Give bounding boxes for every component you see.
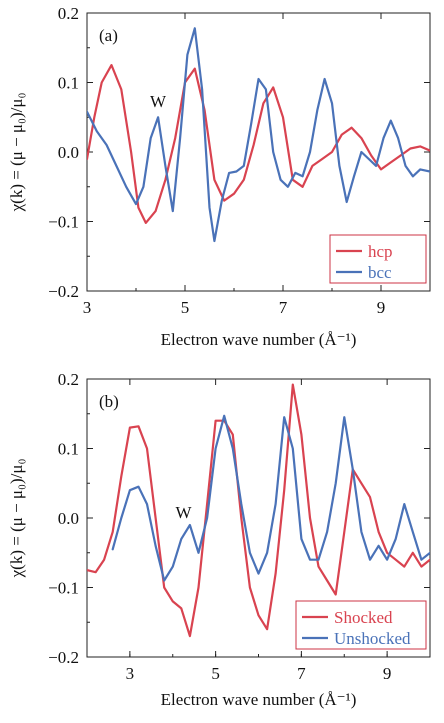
y-tick-label: 0.0 xyxy=(58,143,79,162)
legend-label: Shocked xyxy=(334,608,393,627)
y-tick-label: −0.2 xyxy=(48,282,79,301)
y-axis-label: χ(k) = (μ − μ₀)/μ₀ xyxy=(7,459,26,579)
annotation-w: W xyxy=(150,92,167,111)
x-tick-label: 5 xyxy=(211,664,220,683)
x-tick-label: 9 xyxy=(377,298,386,317)
panel-label: (b) xyxy=(99,392,119,411)
x-tick-label: 9 xyxy=(383,664,392,683)
chart-panel-b: −0.2 −0.1 0.0 0.1 0.2 3 5 7 9 Electron wave numbe… xyxy=(7,370,431,709)
x-tick-label: 3 xyxy=(83,298,92,317)
y-tick-label: 0.1 xyxy=(58,440,79,459)
y-tick-label: 0.0 xyxy=(58,509,79,528)
legend: hcp bcc xyxy=(329,234,427,284)
annotation-w: W xyxy=(175,503,192,522)
y-tick-label: −0.1 xyxy=(48,579,79,598)
y-tick-label: −0.2 xyxy=(48,648,79,667)
x-tick-label: 7 xyxy=(297,664,306,683)
legend: Shocked Unshocked xyxy=(295,600,427,650)
y-tick-label: 0.2 xyxy=(58,4,79,23)
x-tick-label: 5 xyxy=(181,298,190,317)
chart-panel-a: −0.2 −0.1 0.0 0.1 0.2 3 5 7 9 Electron wave numbe… xyxy=(7,4,431,349)
x-tick-label: 3 xyxy=(126,664,135,683)
series-line-bcc xyxy=(87,27,430,243)
series-group xyxy=(87,383,430,638)
x-axis-label: Electron wave number (Å⁻¹) xyxy=(161,330,357,349)
series-line-unshocked xyxy=(111,414,430,582)
x-axis-label: Electron wave number (Å⁻¹) xyxy=(161,690,357,709)
panel-label: (a) xyxy=(99,26,118,45)
series-group xyxy=(87,27,430,243)
series-line-shocked xyxy=(87,383,430,638)
y-tick-label: 0.2 xyxy=(58,370,79,389)
legend-label: hcp xyxy=(368,242,393,261)
y-tick-label: 0.1 xyxy=(58,74,79,93)
legend-label: bcc xyxy=(368,263,392,282)
y-axis-label: χ(k) = (μ − μ₀)/μ₀ xyxy=(7,93,26,213)
legend-label: Unshocked xyxy=(334,629,411,648)
x-tick-label: 7 xyxy=(279,298,288,317)
series-line-hcp xyxy=(87,63,430,224)
y-tick-label: −0.1 xyxy=(48,213,79,232)
legend-box xyxy=(329,234,427,284)
legend-box xyxy=(295,600,427,650)
